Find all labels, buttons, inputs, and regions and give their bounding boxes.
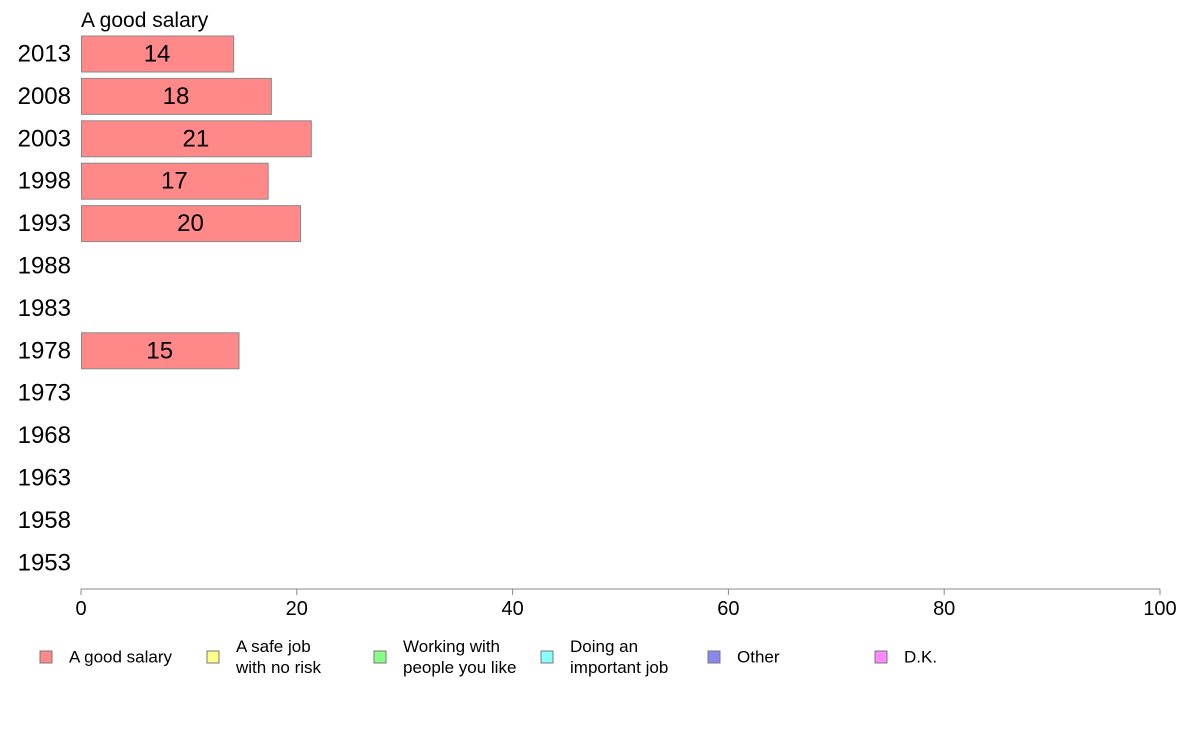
legend-label-2-0: Working with [403,637,500,656]
y-tick-label-1958: 1958 [18,507,71,534]
legend-label-5-0: D.K. [904,648,937,667]
bar-2013 [81,35,235,73]
legend-label-1-1: with no risk [235,658,322,677]
x-tick-label-100: 100 [1143,598,1176,620]
legend-label-2-1: people you like [403,658,516,677]
legend-item-1: A safe job with no risk [206,637,322,677]
y-tick-label-1953: 1953 [18,549,71,576]
bar-2008 [81,77,272,115]
bar-label-2003: 21 [183,125,210,152]
bar-label-2013: 14 [144,41,171,68]
bars-layer: 2013 14 2008 18 2003 21 1998 17 1993 20 1988 1983 19… [18,35,312,576]
legend-label-3-0: Doing an [570,637,638,656]
y-tick-label-2003: 2003 [18,125,71,152]
legend-swatch-1 [206,650,220,664]
legend-item-2: Working with people you like [373,637,516,677]
bar-label-1993: 20 [177,210,204,237]
y-tick-label-1968: 1968 [18,422,71,449]
y-tick-label-1978: 1978 [18,337,71,364]
legend-label-0-0: A good salary [69,648,173,667]
legend-swatch-3 [540,650,554,664]
legend-swatch-2 [373,650,387,664]
bar-label-1978: 15 [146,337,173,364]
legend-swatch-5 [874,650,888,664]
legend-label-4-0: Other [737,648,780,667]
legend-item-3: Doing an important job [540,637,668,677]
x-tick-label-20: 20 [286,598,308,620]
y-tick-label-2008: 2008 [18,83,71,110]
x-axis: 0 20 40 60 80 100 [75,588,1177,620]
legend-item-5: D.K. [874,648,937,667]
bar-1978 [81,332,240,370]
legend-label-3-1: important job [570,658,668,677]
y-tick-label-1983: 1983 [18,295,71,322]
y-tick-label-1998: 1998 [18,168,71,195]
bar-1993 [81,205,302,243]
y-tick-label-1963: 1963 [18,465,71,492]
bar-2003 [81,120,312,158]
bar-label-2008: 18 [163,83,190,110]
legend-swatch-0 [39,650,53,664]
y-tick-label-1993: 1993 [18,210,71,237]
x-tick-label-0: 0 [75,598,86,620]
y-tick-label-1973: 1973 [18,380,71,407]
panel-title: A good salary [81,9,209,32]
bar-label-1998: 17 [161,168,188,195]
legend-item-4: Other [707,648,780,667]
legend-swatch-4 [707,650,721,664]
legend: A good salary A safe job with no risk Worki… [39,637,937,677]
bar-1998 [81,162,269,200]
y-tick-label-2013: 2013 [18,41,71,68]
legend-item-0: A good salary [39,648,173,667]
x-tick-label-60: 60 [717,598,739,620]
x-tick-label-80: 80 [933,598,955,620]
x-tick-label-40: 40 [501,598,523,620]
legend-label-1-0: A safe job [236,637,311,656]
y-tick-label-1988: 1988 [18,253,71,280]
